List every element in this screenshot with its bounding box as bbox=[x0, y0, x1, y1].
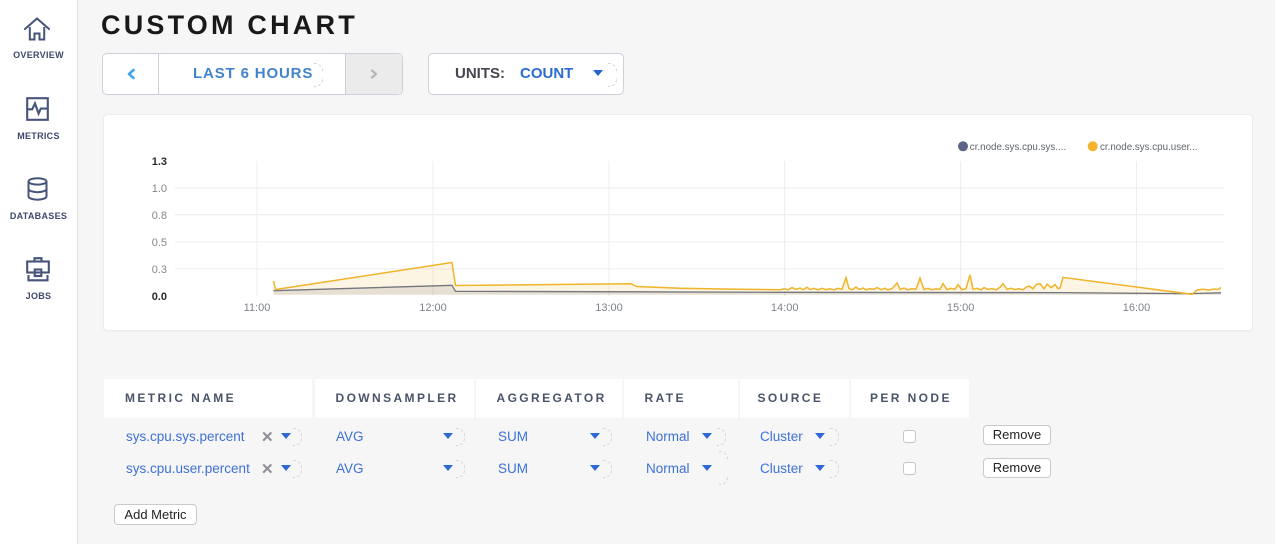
svg-text:15:00: 15:00 bbox=[947, 302, 975, 314]
svg-text:1.0: 1.0 bbox=[152, 183, 167, 195]
svg-text:cr.node.sys.cpu.sys....: cr.node.sys.cpu.sys.... bbox=[970, 142, 1066, 153]
svg-text:13:00: 13:00 bbox=[595, 302, 623, 314]
svg-text:0.0: 0.0 bbox=[152, 291, 167, 303]
svg-text:0.3: 0.3 bbox=[152, 264, 167, 276]
svg-text:11:00: 11:00 bbox=[244, 302, 271, 314]
svg-text:12:00: 12:00 bbox=[419, 302, 447, 314]
svg-text:0.5: 0.5 bbox=[152, 237, 167, 249]
svg-text:0.8: 0.8 bbox=[152, 210, 167, 222]
svg-text:14:00: 14:00 bbox=[771, 302, 799, 314]
svg-text:cr.node.sys.cpu.user...: cr.node.sys.cpu.user... bbox=[1100, 142, 1197, 153]
svg-text:1.3: 1.3 bbox=[152, 156, 167, 168]
svg-text:16:00: 16:00 bbox=[1123, 302, 1151, 314]
